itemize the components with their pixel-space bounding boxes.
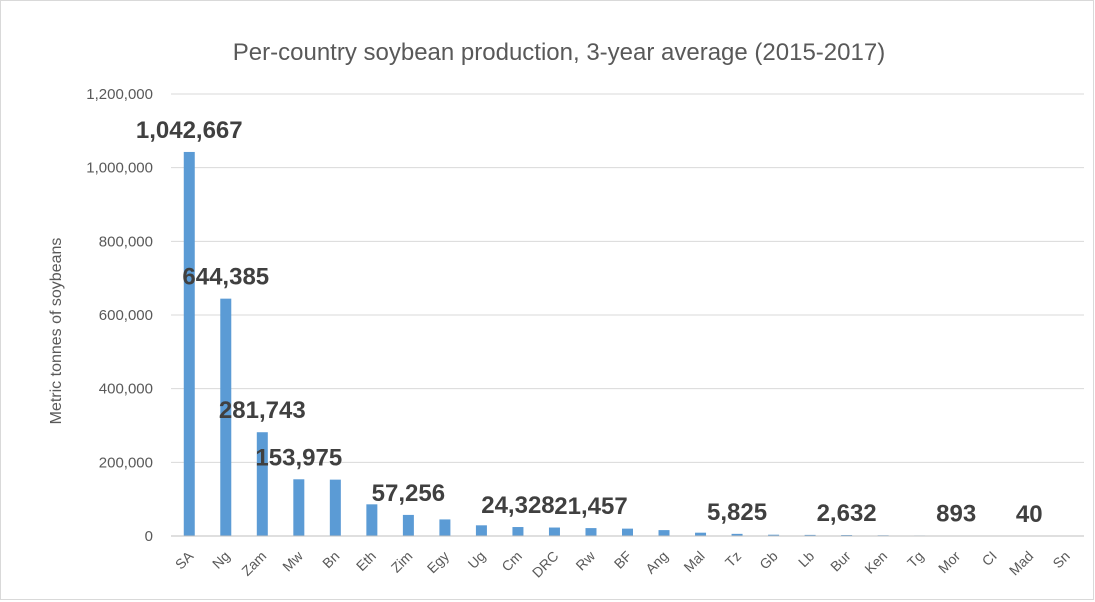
y-tick-label: 0 (145, 528, 153, 545)
data-labels: 1,042,667 644,385 281,743 153,975 57,256 24,3… (136, 117, 1043, 528)
y-tick-label: 200,000 (99, 454, 153, 471)
x-tick-label: Tg (904, 548, 927, 571)
bar-cm (512, 527, 523, 536)
data-label: 24,328 (481, 492, 554, 519)
x-tick-label: Zam (238, 548, 269, 579)
data-label: 5,825 (707, 499, 767, 526)
x-tick-label: Tz (722, 548, 744, 570)
bar-sa (184, 152, 195, 536)
x-tick-label: CI (979, 548, 1000, 569)
bars (184, 152, 1071, 536)
y-tick-label: 400,000 (99, 381, 153, 398)
data-label: 57,256 (372, 480, 445, 507)
x-tick-label: Ang (642, 548, 671, 577)
chart-title: Per-country soybean production, 3-year a… (233, 39, 885, 66)
data-label: 40 (1016, 501, 1043, 528)
bar-eth (366, 504, 377, 536)
bar-egy (439, 519, 450, 536)
bar-ug (476, 525, 487, 536)
x-tick-label: Bn (319, 548, 342, 571)
data-label: 893 (936, 501, 976, 528)
data-label: 2,632 (817, 500, 877, 527)
data-label: 153,975 (255, 444, 342, 471)
x-tick-label: Mal (680, 548, 707, 575)
x-tick-label: Ug (465, 548, 489, 572)
x-tick-label: Mw (279, 547, 306, 574)
x-tick-label: Cm (498, 548, 525, 575)
bar-bf (622, 529, 633, 536)
bar-zim (403, 515, 414, 536)
x-tick-label: Sn (1049, 548, 1072, 571)
bar-drc (549, 528, 560, 536)
y-axis-label: Metric tonnes of soybeans (48, 238, 65, 425)
x-tick-label: Lb (795, 548, 817, 570)
x-tick-label: SA (172, 547, 197, 572)
y-tick-label: 1,200,000 (86, 86, 153, 103)
gridlines (171, 94, 1084, 462)
x-tick-label: DRC (529, 548, 562, 581)
x-tick-label: Mad (1006, 548, 1037, 579)
x-tick-label: Ken (861, 548, 890, 577)
x-tick-label: Zim (388, 548, 416, 576)
x-tick-label: Gb (756, 548, 781, 573)
bar-ang (659, 530, 670, 536)
bar-bn (330, 480, 341, 536)
bar-mw (293, 479, 304, 536)
x-tick-label: Egy (424, 548, 452, 576)
y-tick-label: 1,000,000 (86, 160, 153, 177)
x-tick-label: Ng (209, 548, 233, 572)
x-tick-label: Bur (827, 548, 854, 575)
x-tick-label: BF (611, 548, 635, 572)
y-tick-label: 800,000 (99, 233, 153, 250)
y-axis-ticks: 0 200,000 400,000 600,000 800,000 1,000,000 1,… (86, 86, 153, 545)
data-label: 644,385 (182, 264, 269, 291)
x-tick-label: Rw (572, 547, 598, 573)
y-tick-label: 600,000 (99, 307, 153, 324)
data-label: 21,457 (554, 493, 627, 520)
x-tick-label: Mor (935, 548, 964, 577)
x-tick-label: Eth (353, 548, 379, 574)
data-label: 1,042,667 (136, 117, 243, 144)
data-label: 281,743 (219, 397, 306, 424)
bar-rw (585, 528, 596, 536)
